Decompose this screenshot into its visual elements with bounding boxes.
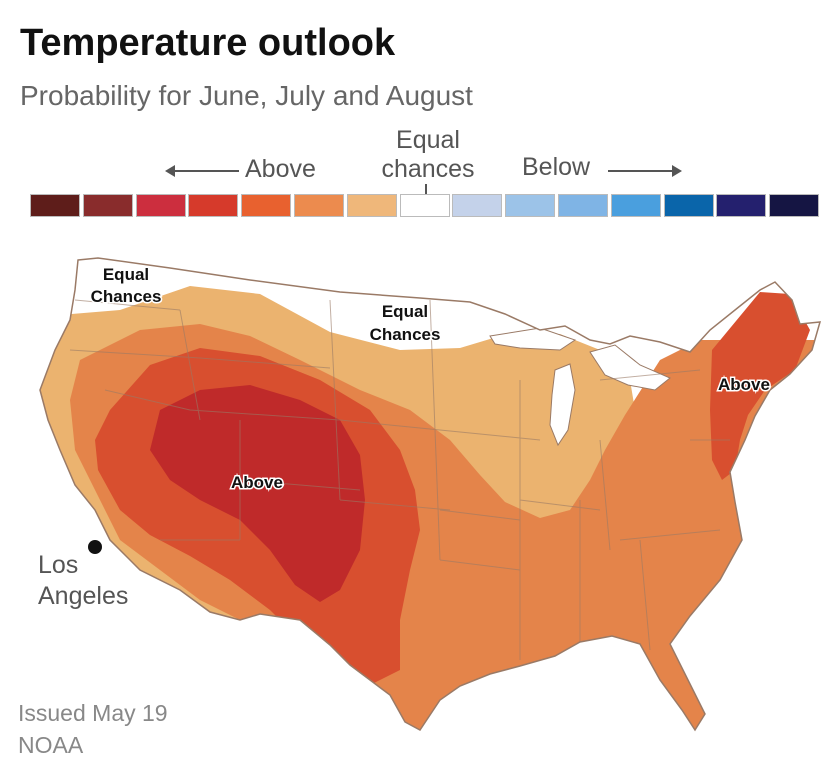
legend-equal-tick	[425, 184, 427, 198]
lake-michigan	[549, 363, 576, 447]
legend-equal-line1: Equal	[396, 126, 460, 154]
legend-swatch	[135, 194, 186, 217]
legend-swatch	[716, 194, 767, 217]
los-angeles-label-line2: Angeles	[38, 582, 129, 610]
lake-erie-huron	[589, 344, 671, 391]
legend-swatch	[30, 194, 80, 217]
north-equal-label-line2: Chances	[370, 325, 441, 344]
nw-equal-label-line2: Chances	[91, 287, 162, 306]
left-arrow-icon	[165, 165, 239, 177]
legend-swatch	[346, 194, 397, 217]
los-angeles-label: Los Angeles	[38, 550, 128, 612]
source-credit: NOAA	[18, 732, 84, 758]
legend-swatch	[293, 194, 344, 217]
legend-equal-label: Equal chances	[368, 126, 488, 184]
legend-swatch	[610, 194, 661, 217]
los-angeles-label-line1: Los	[38, 551, 79, 579]
darkest-above-zone	[150, 385, 365, 602]
legend-above-label: Above	[245, 155, 316, 183]
los-angeles-marker	[88, 540, 102, 554]
legend-swatch	[399, 194, 450, 217]
page-title: Temperature outlook	[20, 22, 396, 64]
us-temperature-map: Equal Chances Equal Chances Above Above	[39, 257, 822, 732]
nw-equal-label-line1: Equal	[103, 265, 149, 284]
state-borders	[69, 299, 730, 660]
dark-above-zone-northeast	[710, 292, 810, 480]
page-subtitle: Probability for June, July and August	[20, 80, 473, 111]
west-above-label: Above	[231, 473, 283, 492]
legend-color-scale	[30, 194, 822, 217]
northeast-above-label: Above	[718, 375, 770, 394]
legend-swatch	[663, 194, 714, 217]
right-arrow-icon	[608, 165, 682, 177]
north-equal-label-line1: Equal	[382, 302, 428, 321]
issued-date: Issued May 19	[18, 700, 168, 726]
legend-swatch	[557, 194, 608, 217]
legend-swatch	[241, 194, 292, 217]
legend-swatch	[452, 194, 503, 217]
legend-swatch	[188, 194, 239, 217]
legend-below-label: Below	[522, 153, 591, 181]
us-outline	[39, 257, 822, 732]
legend-equal-line2: chances	[381, 155, 475, 183]
legend-swatch	[82, 194, 133, 217]
legend-swatch	[769, 194, 820, 217]
legend-swatch	[505, 194, 556, 217]
